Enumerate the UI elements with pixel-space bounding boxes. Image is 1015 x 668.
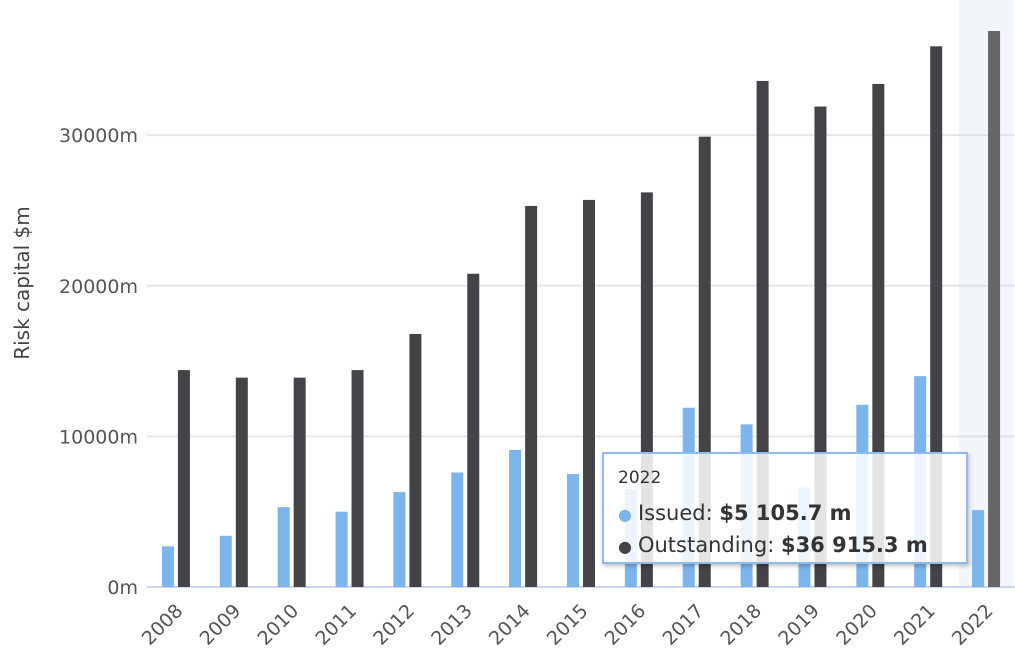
y-tick-label: 20000m — [59, 276, 138, 298]
bar-issued-2022[interactable] — [972, 510, 985, 587]
gridlines — [147, 134, 1015, 588]
x-tick-label: 2020 — [832, 600, 882, 650]
x-tick-label: 2009 — [196, 600, 246, 650]
y-axis-ticks: 0m 10000m 20000m 30000m — [59, 125, 138, 599]
x-tick-label: 2014 — [485, 600, 535, 650]
x-tick-label: 2022 — [948, 600, 998, 650]
tooltip-label: Issued: — [637, 501, 720, 525]
bar-issued-2012[interactable] — [393, 492, 406, 587]
bar-issued-2010[interactable] — [277, 507, 290, 587]
bar-outstanding-2011[interactable] — [351, 370, 364, 587]
x-tick-label: 2015 — [543, 600, 593, 650]
x-tick-label: 2008 — [138, 600, 188, 650]
bar-outstanding-2009[interactable] — [235, 377, 248, 587]
bar-outstanding-2012[interactable] — [409, 333, 422, 587]
x-tick-label: 2018 — [716, 600, 766, 650]
y-tick-label: 30000m — [59, 125, 138, 147]
series-dot-icon: ● — [618, 505, 632, 524]
tooltip: 2022 ● Issued: $5 105.7 m ● Outstanding: $… — [602, 452, 968, 564]
bar-outstanding-2014[interactable] — [525, 205, 538, 587]
x-axis-ticks: 2008 2009 2010 2011 2012 2013 2014 2015 2016 2017… — [138, 600, 998, 650]
bar-outstanding-2010[interactable] — [293, 377, 306, 587]
bar-outstanding-2021[interactable] — [930, 46, 943, 588]
tooltip-value: $36 915.3 m — [780, 533, 928, 557]
bar-issued-2015[interactable] — [567, 474, 579, 587]
x-tick-label: 2016 — [601, 600, 651, 650]
bar-outstanding-2022[interactable] — [988, 31, 1001, 587]
y-tick-label: 0m — [107, 577, 138, 599]
tooltip-header: 2022 — [618, 468, 662, 488]
tooltip-value: $5 105.7 m — [719, 501, 852, 525]
x-tick-label: 2010 — [253, 600, 303, 650]
bar-issued-2014[interactable] — [509, 449, 522, 587]
series-dot-icon: ● — [618, 537, 632, 556]
tooltip-row-outstanding: ● Outstanding: $36 915.3 m — [618, 530, 966, 562]
bar-issued-2009[interactable] — [219, 535, 232, 587]
x-tick-label: 2011 — [311, 600, 361, 650]
x-tick-label: 2017 — [659, 600, 709, 650]
bar-issued-2008[interactable] — [161, 546, 174, 587]
tooltip-row-issued: ● Issued: $5 105.7 m — [618, 498, 966, 530]
y-tick-label: 10000m — [59, 426, 138, 448]
bar-outstanding-2015[interactable] — [583, 199, 595, 587]
x-tick-label: 2013 — [427, 600, 477, 650]
bar-issued-2011[interactable] — [335, 511, 348, 587]
x-tick-label: 2021 — [890, 600, 940, 650]
y-axis-title: Risk capital $m — [10, 206, 34, 360]
tooltip-label: Outstanding: — [637, 533, 781, 557]
hover-band — [959, 0, 1013, 587]
bar-issued-2013[interactable] — [451, 472, 464, 587]
x-tick-label: 2019 — [774, 600, 824, 650]
bar-outstanding-2008[interactable] — [177, 370, 190, 587]
bar-outstanding-2013[interactable] — [467, 273, 480, 587]
x-tick-label: 2012 — [369, 600, 419, 650]
hover-highlight-band — [959, 0, 1013, 587]
